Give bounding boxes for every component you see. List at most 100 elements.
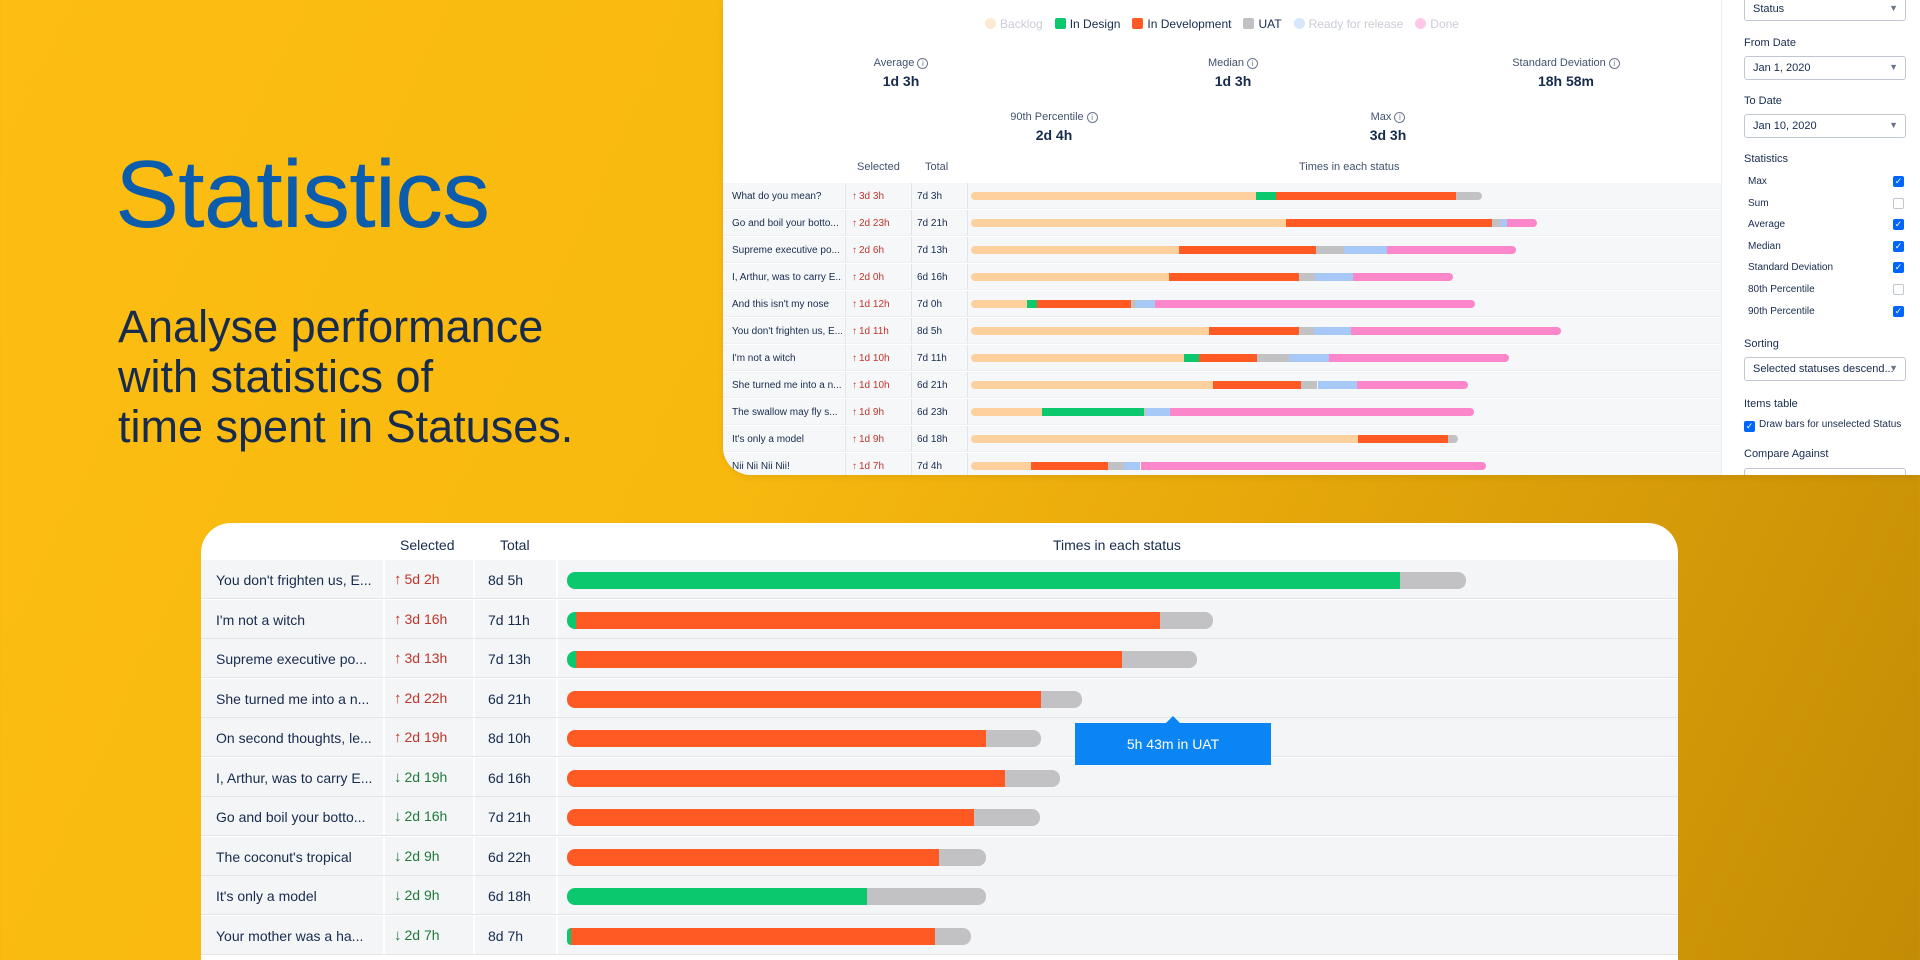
item-name[interactable]: She turned me into a n... [216,690,370,707]
item-name[interactable]: Go and boil your botto... [732,218,839,229]
mini-bar-segment-done[interactable] [1169,408,1474,416]
big-bar-segment-in-development[interactable] [567,730,987,747]
item-name[interactable]: And this isn't my nose [732,299,829,310]
item-name[interactable]: I'm not a witch [732,353,796,364]
item-name[interactable]: The swallow may fly s... [732,407,838,418]
mini-bar-segment-done[interactable] [1386,246,1517,254]
mini-bar-segment-in-development[interactable] [1358,435,1448,443]
big-bar-segment-in-development[interactable] [567,848,939,866]
mini-bar-segment-backlog[interactable] [971,435,1358,443]
sorting-select[interactable]: Selected statuses descend... ▼ [1744,357,1906,381]
mini-bar-segment-in-design[interactable] [1184,354,1199,362]
item-name[interactable]: What do you mean? [732,191,822,202]
statistic-option-80th-percentile[interactable]: 80th Percentile [1748,284,1904,295]
mini-bar-segment-in-design[interactable] [1042,408,1144,416]
table-row[interactable]: On second thoughts, le... ↑ 2d 19h 8d 10h [201,718,1678,757]
mini-bar-segment-done[interactable] [1352,273,1453,281]
column-header-selected[interactable]: Selected [400,537,455,553]
mini-bar-segment-done[interactable] [1507,219,1538,227]
mini-table-row[interactable]: And this isn't my nose ↑ 1d 12h 7d 0h [723,291,1721,317]
mini-bar-segment-done[interactable] [1154,300,1475,308]
big-bar-segment-in-design[interactable] [567,611,576,629]
item-name[interactable]: I, Arthur, was to carry E... [216,769,373,786]
column-header-selected[interactable]: Selected [857,161,900,173]
draw-bars-option[interactable]: ✓ Draw bars for unselected Status [1744,419,1920,432]
mini-bar-segment-in-design[interactable] [1027,300,1037,308]
big-bar-segment-uat[interactable] [938,848,987,866]
big-bar-segment-in-development[interactable] [567,769,1005,787]
mini-bar-segment-ready-for-release[interactable] [1501,219,1508,227]
mini-bar-segment-in-development[interactable] [1037,300,1131,308]
statistic-checkbox[interactable] [1893,197,1904,209]
table-row[interactable]: Supreme executive po... ↑ 3d 13h 7d 13h [201,639,1678,678]
big-bar-segment-uat[interactable] [1004,769,1061,787]
big-bar-segment-uat[interactable] [1041,690,1083,708]
big-bar-segment-uat[interactable] [974,809,1041,826]
statistic-option-sum[interactable]: Sum [1748,197,1904,209]
legend-item-in-design[interactable]: In Design [1054,17,1120,31]
mini-bar-segment-done[interactable] [1140,462,1486,470]
statistic-checkbox[interactable]: ✓ [1893,262,1904,274]
big-bar-segment-uat[interactable] [935,927,971,945]
statistic-option-standard-deviation[interactable]: Standard Deviation ✓ [1748,262,1904,274]
column-header-total[interactable]: Total [500,537,530,553]
item-name[interactable]: Go and boil your botto... [216,809,366,825]
item-name[interactable]: Supreme executive po... [732,245,840,256]
table-row[interactable]: The coconut's tropical ↓ 2d 9h 6d 22h [201,836,1678,876]
table-row[interactable]: Your mother was a ha... ↓ 2d 7h 8d 7h [201,915,1678,955]
table-row[interactable]: I, Arthur, was to carry E... ↓ 2d 19h 6d 16… [201,757,1678,797]
mini-bar-segment-backlog[interactable] [971,354,1184,362]
table-row[interactable]: You don't frighten us, E... ↑ 5d 2h 8d 5h [201,560,1678,599]
mini-bar-segment-uat[interactable] [1301,381,1318,389]
mini-bar-segment-backlog[interactable] [971,246,1179,254]
mini-bar-segment-in-design[interactable] [1256,192,1277,200]
mini-table-row[interactable]: Go and boil your botto... ↑ 2d 23h 7d 21h [723,210,1721,236]
statistic-checkbox[interactable]: ✓ [1893,219,1904,231]
mini-bar-segment-ready-for-release[interactable] [1145,408,1170,416]
mini-bar-segment-backlog[interactable] [971,273,1169,281]
mini-table-row[interactable]: I, Arthur, was to carry E... ↑ 2d 0h 6d 16h [723,264,1721,290]
big-bar-segment-in-design[interactable] [567,651,576,668]
item-name[interactable]: She turned me into a n... [732,380,842,391]
mini-bar-segment-uat[interactable] [1298,327,1314,335]
statistic-checkbox[interactable]: ✓ [1893,176,1904,187]
legend-item-done[interactable]: Done [1415,17,1459,31]
mini-table-row[interactable]: She turned me into a n... ↑ 1d 10h 6d 21h [723,372,1721,398]
big-bar-segment-in-development[interactable] [575,651,1122,668]
mini-bar-segment-backlog[interactable] [971,408,1043,416]
mini-bar-segment-uat[interactable] [1316,246,1344,254]
legend-item-in-development[interactable]: In Development [1132,17,1231,31]
draw-bars-checkbox[interactable]: ✓ [1744,421,1755,432]
item-name[interactable]: Supreme executive po... [216,651,367,667]
item-name[interactable]: You don't frighten us, E... [216,572,372,588]
table-row[interactable]: She turned me into a n... ↑ 2d 22h 6d 21h [201,678,1678,718]
statistic-option-median[interactable]: Median ✓ [1748,240,1904,252]
mini-bar-segment-in-development[interactable] [1178,246,1316,254]
big-bar-segment-in-design[interactable] [567,572,1400,589]
big-bar-segment-in-development[interactable] [571,927,936,945]
statistic-checkbox[interactable]: ✓ [1893,305,1904,317]
info-icon[interactable]: i [1247,58,1259,69]
mini-bar-segment-uat[interactable] [1256,354,1289,362]
mini-table-row[interactable]: Supreme executive po... ↑ 2d 6h 7d 13h [723,237,1721,263]
table-row[interactable]: Go and boil your botto... ↓ 2d 16h 7d 21h [201,797,1678,836]
item-name[interactable]: On second thoughts, le... [216,730,372,746]
mini-bar-segment-backlog[interactable] [971,300,1028,308]
mini-bar-segment-in-development[interactable] [1031,462,1108,470]
big-bar-segment-in-development[interactable] [567,690,1042,708]
mini-bar-segment-uat[interactable] [1143,408,1146,416]
mini-bar-segment-uat[interactable] [1130,300,1136,308]
mini-bar-segment-ready-for-release[interactable] [1313,327,1352,335]
info-icon[interactable]: i [917,58,929,69]
item-name[interactable]: Your mother was a ha... [216,927,364,944]
statistic-option-max[interactable]: Max ✓ [1748,176,1904,187]
from-date-select[interactable]: Jan 1, 2020 ▼ [1744,56,1906,80]
legend-item-uat[interactable]: UAT [1243,17,1282,31]
mini-bar-segment-done[interactable] [1328,354,1509,362]
mini-bar-segment-in-development[interactable] [1199,354,1257,362]
compare-against-select[interactable] [1744,468,1906,475]
big-bar-segment-uat[interactable] [1399,572,1466,589]
mini-bar-segment-backlog[interactable] [971,327,1209,335]
mini-bar-segment-backlog[interactable] [971,192,1256,200]
column-header-total[interactable]: Total [925,161,949,173]
